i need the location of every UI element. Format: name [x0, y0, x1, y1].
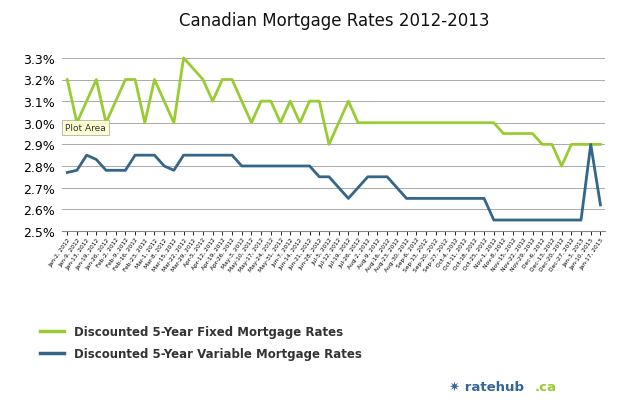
Text: .ca: .ca: [535, 380, 557, 393]
Text: ✷ ratehub: ✷ ratehub: [449, 380, 524, 393]
Title: Canadian Mortgage Rates 2012-2013: Canadian Mortgage Rates 2012-2013: [178, 12, 489, 30]
Legend: Discounted 5-Year Fixed Mortgage Rates, Discounted 5-Year Variable Mortgage Rate: Discounted 5-Year Fixed Mortgage Rates, …: [36, 320, 366, 365]
Text: Plot Area: Plot Area: [65, 123, 106, 133]
